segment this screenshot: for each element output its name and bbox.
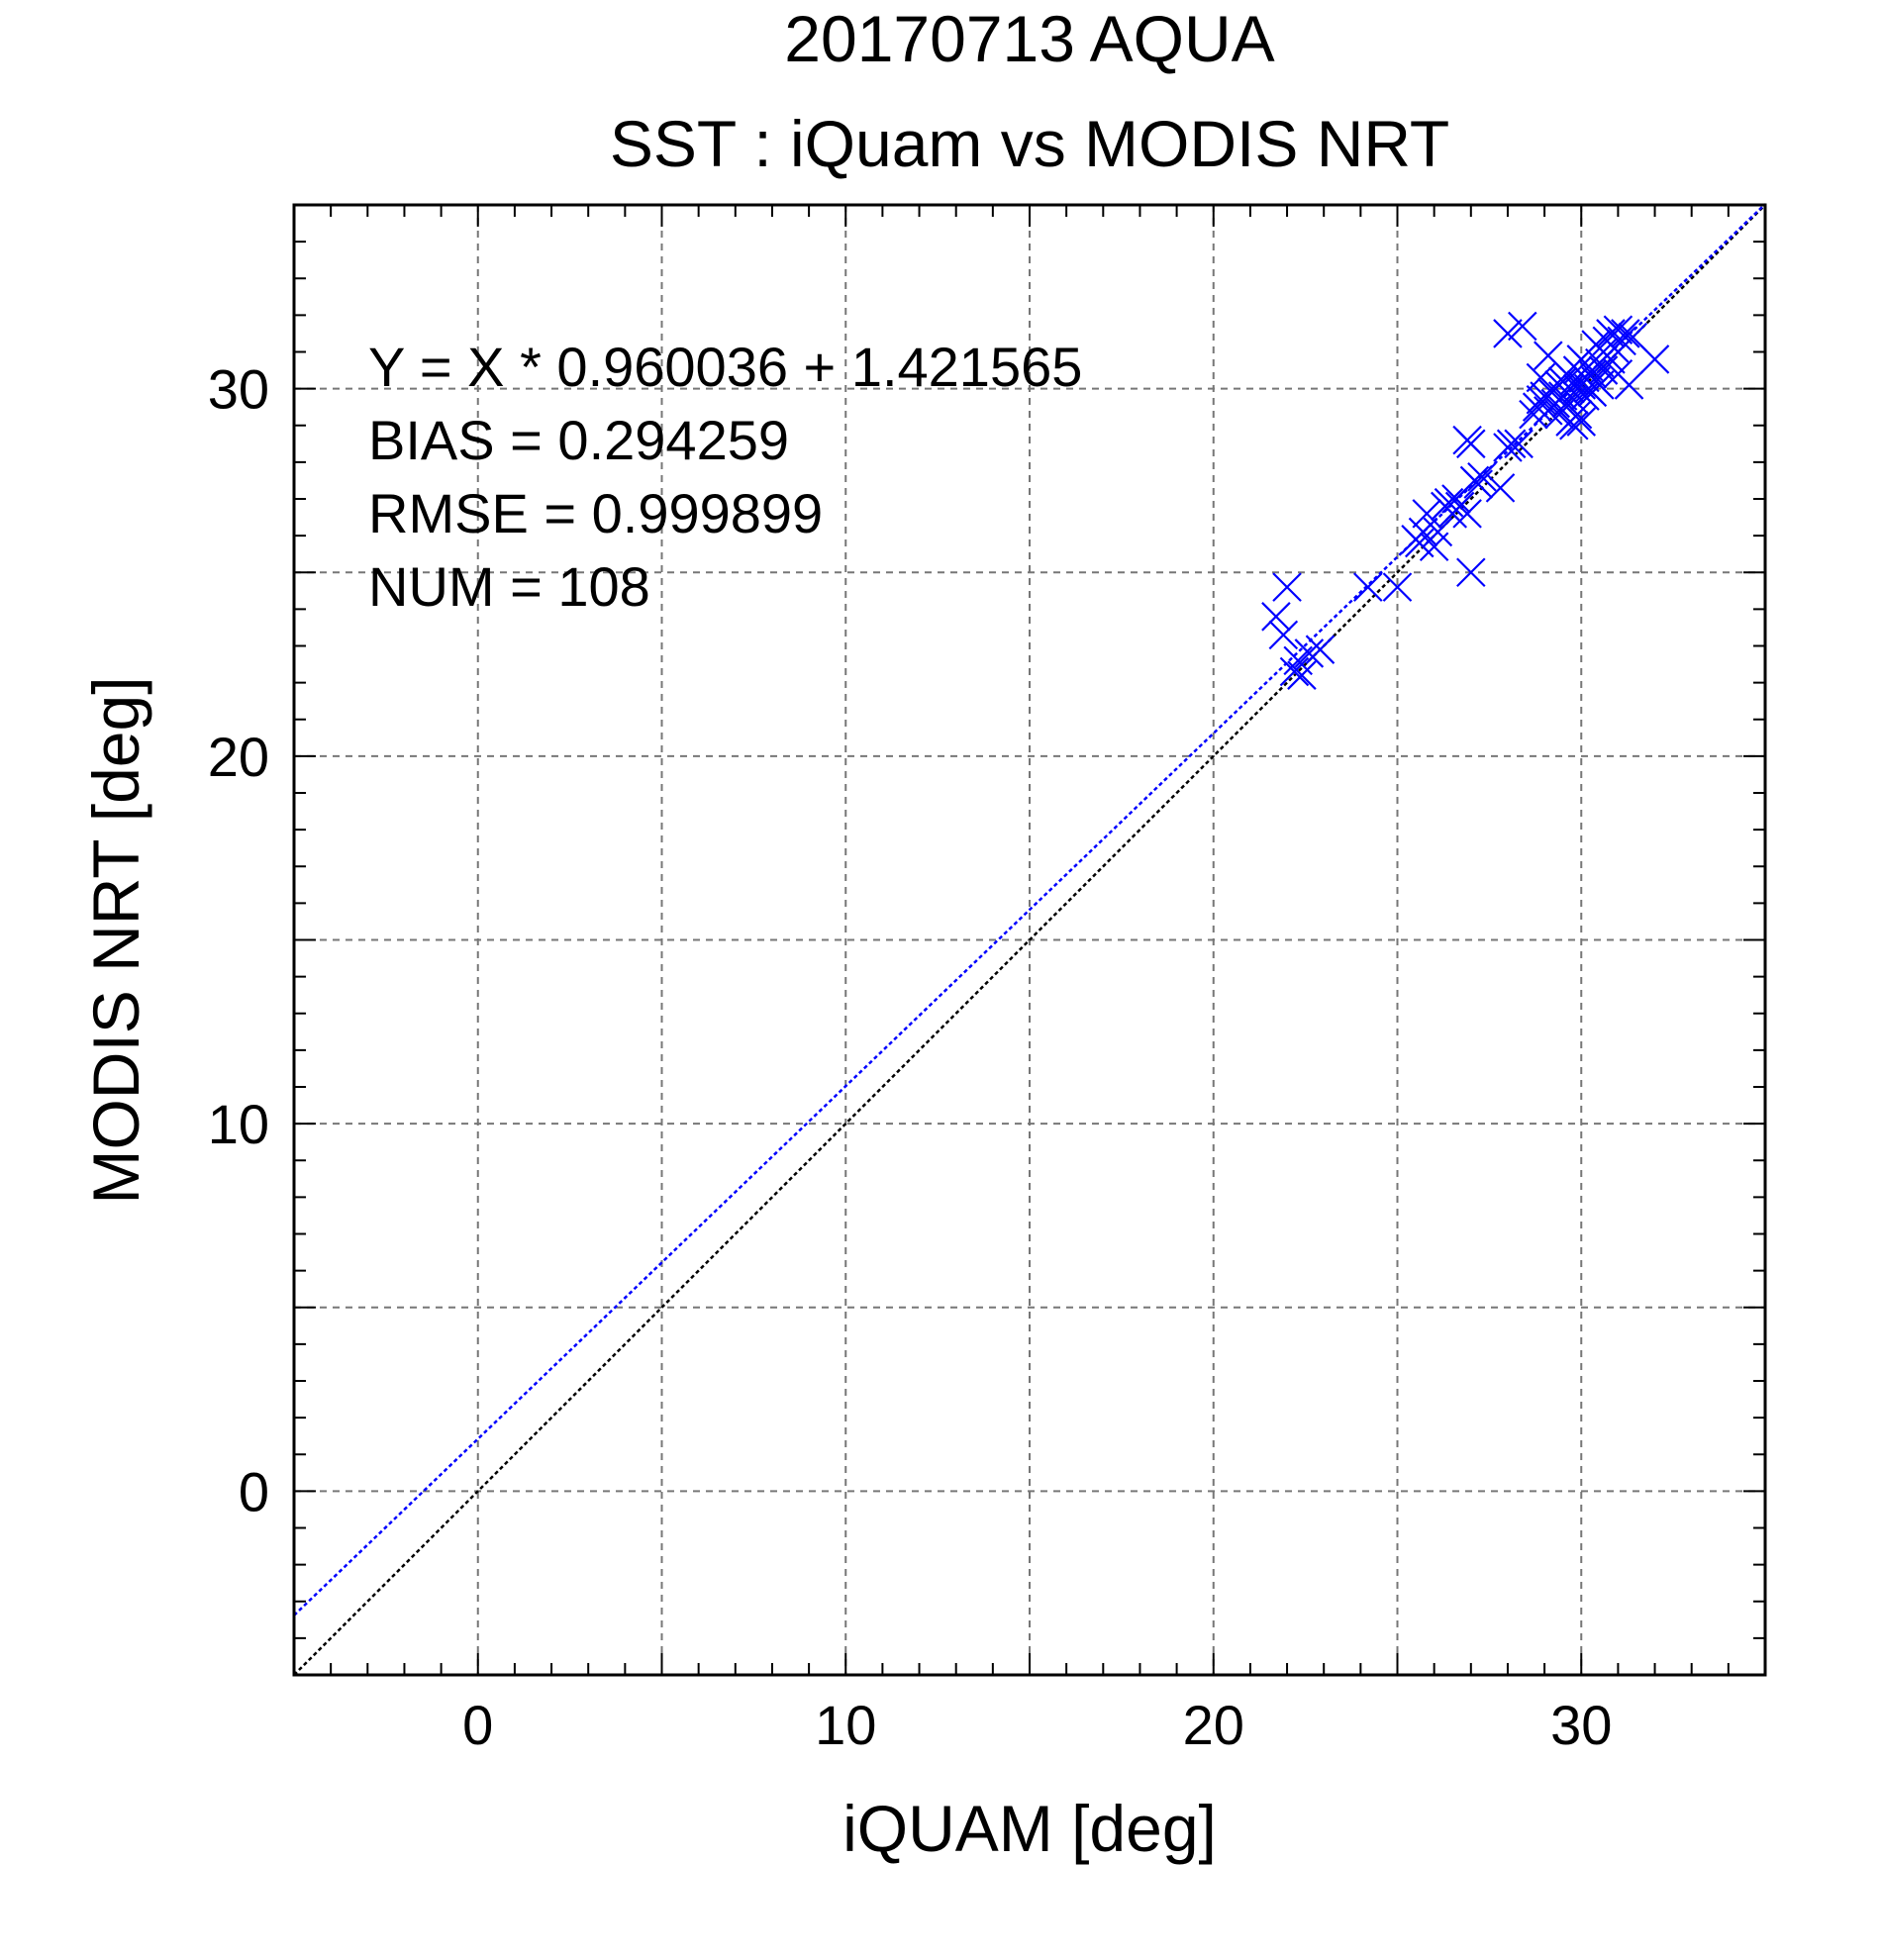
- grid-lines: [294, 205, 1765, 1675]
- data-point: [1603, 315, 1634, 345]
- data-point: [1382, 572, 1413, 602]
- data-point: [1268, 620, 1299, 650]
- data-point-stroke: [1566, 407, 1597, 437]
- data-point: [1279, 656, 1310, 687]
- data-point: [1639, 344, 1670, 374]
- data-point-stroke: [1294, 638, 1325, 668]
- data-point: [1408, 517, 1438, 547]
- data-point-stroke: [1493, 319, 1523, 348]
- data-point-stroke: [1452, 499, 1482, 529]
- axis-ticks: [294, 205, 1765, 1675]
- axis-tick-labels: 0 10 20 30 0 10 20 30: [208, 358, 1613, 1756]
- data-point-stroke: [1272, 572, 1302, 602]
- reference-lines: [293, 203, 1766, 1676]
- stats-annotation: Y = X * 0.960036 + 1.421565 BIAS = 0.294…: [368, 336, 1082, 618]
- data-point-stroke: [1639, 344, 1670, 374]
- data-point: [1305, 635, 1336, 664]
- data-point-stroke: [1496, 429, 1527, 459]
- data-point-stroke: [1508, 311, 1537, 342]
- data-point-stroke: [1456, 429, 1486, 459]
- data-point: [1562, 399, 1593, 430]
- data-point-stroke: [1607, 326, 1636, 356]
- data-point: [1412, 499, 1441, 529]
- data-point-stroke: [1405, 528, 1435, 558]
- data-point-stroke: [1305, 635, 1336, 664]
- x-tick-label: 20: [1183, 1694, 1244, 1756]
- data-point: [1504, 429, 1534, 459]
- data-point-stroke: [1353, 572, 1383, 602]
- data-point-stroke: [1485, 473, 1516, 503]
- data-point-stroke: [1412, 499, 1441, 529]
- data-point: [1294, 638, 1325, 668]
- data-point: [1485, 473, 1516, 503]
- data-point-stroke: [1614, 370, 1644, 400]
- data-point: [1434, 487, 1464, 518]
- data-point-stroke: [1534, 341, 1563, 370]
- data-point: [1566, 407, 1597, 437]
- data-point: [1353, 572, 1383, 602]
- stats-line: RMSE = 0.999899: [368, 482, 823, 544]
- data-point-stroke: [1618, 322, 1648, 352]
- data-point-stroke: [1603, 315, 1634, 345]
- data-point-stroke: [1423, 517, 1453, 547]
- data-point-stroke: [1456, 557, 1486, 588]
- x-tick-label: 30: [1550, 1694, 1612, 1756]
- data-point-stroke: [1559, 384, 1589, 415]
- regression-line: [293, 203, 1766, 1617]
- data-point-stroke: [1559, 410, 1589, 441]
- data-point-stroke: [1562, 399, 1593, 430]
- data-point-stroke: [1382, 572, 1413, 602]
- data-point: [1452, 499, 1482, 529]
- data-point: [1614, 370, 1644, 400]
- data-point: [1456, 557, 1486, 588]
- data-point: [1467, 461, 1497, 492]
- chart-title: 20170713 AQUA: [784, 2, 1274, 75]
- data-point-stroke: [1504, 429, 1534, 459]
- data-point: [1607, 326, 1636, 356]
- x-tick-label: 0: [462, 1694, 493, 1756]
- data-point: [1287, 660, 1317, 690]
- stats-line: NUM = 108: [368, 555, 650, 618]
- data-point: [1559, 410, 1589, 441]
- stats-line: BIAS = 0.294259: [368, 409, 789, 471]
- y-axis-label: MODIS NRT [deg]: [79, 676, 152, 1204]
- data-point-stroke: [1287, 660, 1317, 690]
- data-point-stroke: [1408, 517, 1438, 547]
- x-axis-label: iQUAM [deg]: [842, 1792, 1217, 1865]
- data-points: [1261, 311, 1670, 690]
- y-tick-label: 20: [208, 726, 269, 788]
- y-tick-label: 10: [208, 1093, 269, 1155]
- x-tick-label: 10: [815, 1694, 876, 1756]
- data-point-stroke: [1467, 461, 1497, 492]
- data-point: [1456, 429, 1486, 459]
- data-point: [1493, 319, 1523, 348]
- data-point-stroke: [1268, 620, 1299, 650]
- data-point-stroke: [1261, 602, 1291, 632]
- data-point: [1496, 429, 1527, 459]
- y-tick-label: 30: [208, 358, 269, 421]
- data-point: [1611, 319, 1640, 348]
- data-point-stroke: [1279, 656, 1310, 687]
- data-point-stroke: [1434, 487, 1464, 518]
- data-point: [1508, 311, 1537, 342]
- data-point-stroke: [1611, 319, 1640, 348]
- data-point: [1423, 517, 1453, 547]
- chart-subtitle: SST : iQuam vs MODIS NRT: [610, 107, 1449, 180]
- data-point: [1261, 602, 1291, 632]
- y-tick-label: 0: [239, 1460, 269, 1522]
- stats-line: Y = X * 0.960036 + 1.421565: [368, 336, 1082, 398]
- data-point: [1272, 572, 1302, 602]
- identity-line: [293, 204, 1766, 1676]
